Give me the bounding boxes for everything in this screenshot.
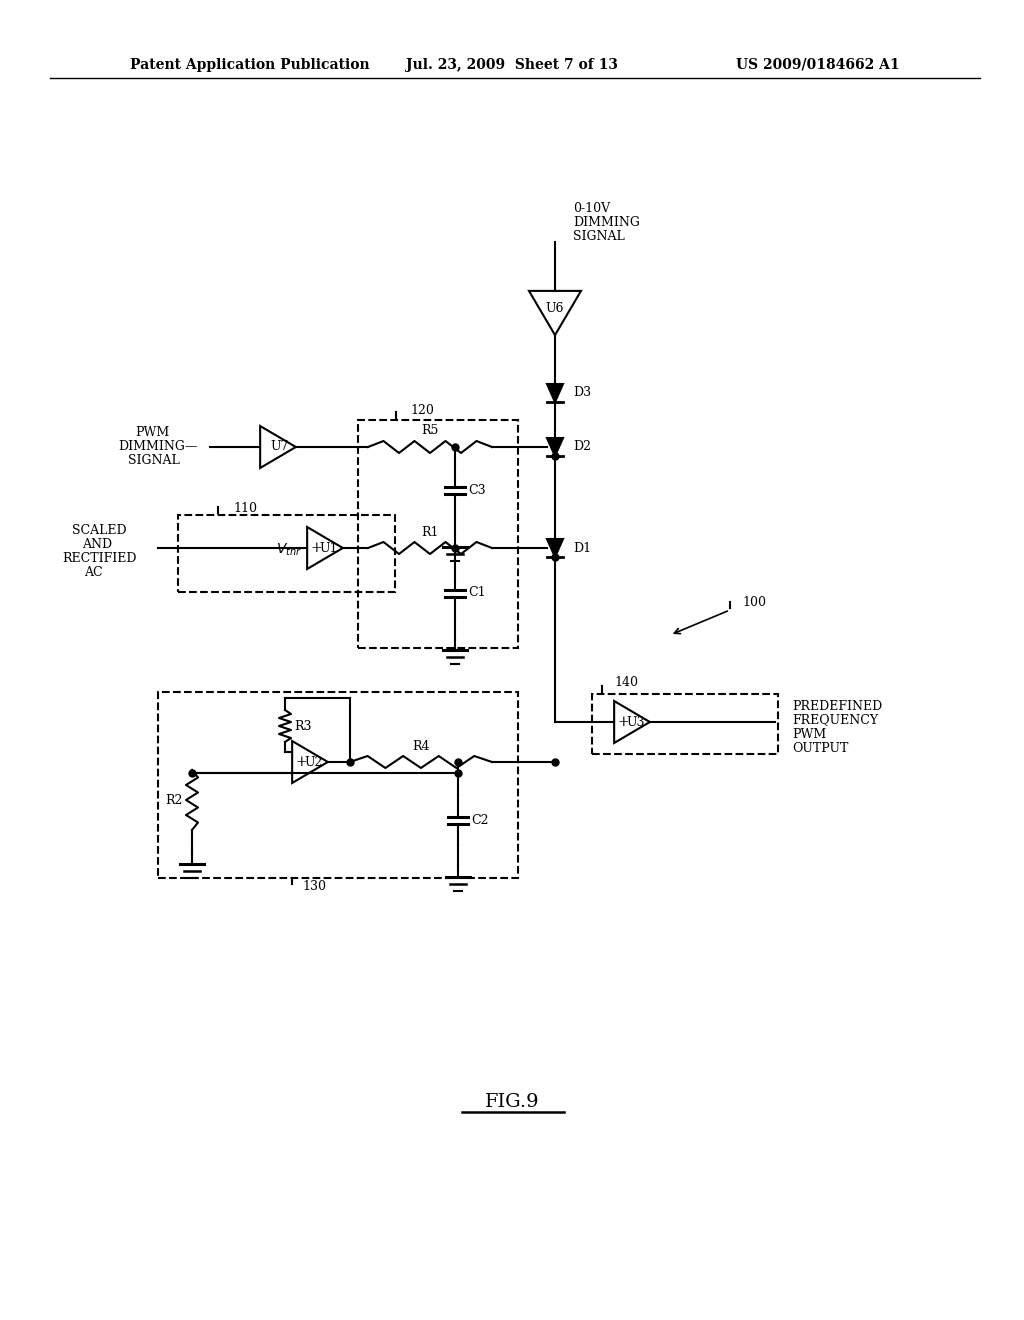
Text: C3: C3 [468,483,485,496]
Text: OUTPUT: OUTPUT [792,742,848,755]
Text: RECTIFIED: RECTIFIED [62,552,136,565]
Text: R3: R3 [294,719,311,733]
Text: U3: U3 [627,715,645,729]
Text: SIGNAL: SIGNAL [128,454,180,467]
Bar [358,420,518,648]
Polygon shape [547,384,563,403]
Text: FIG.9: FIG.9 [484,1093,540,1111]
Bar [592,694,778,754]
Text: U2: U2 [305,755,324,768]
Text: FREQUENCY: FREQUENCY [792,714,879,726]
Text: 130: 130 [302,880,326,894]
Text: SCALED: SCALED [72,524,127,536]
Text: US 2009/0184662 A1: US 2009/0184662 A1 [736,58,900,73]
Text: +: + [310,541,322,554]
Text: Jul. 23, 2009  Sheet 7 of 13: Jul. 23, 2009 Sheet 7 of 13 [406,58,618,73]
Text: DIMMING: DIMMING [573,215,640,228]
Text: AC: AC [84,565,102,578]
Text: 110: 110 [233,503,257,516]
Text: 100: 100 [742,597,766,610]
Bar [178,515,395,591]
Text: U6: U6 [546,301,564,314]
Text: DIMMING—: DIMMING— [118,441,198,454]
Text: SIGNAL: SIGNAL [573,230,625,243]
Text: PWM: PWM [135,426,169,440]
Text: D2: D2 [573,441,591,454]
Text: AND: AND [82,537,112,550]
Polygon shape [547,539,563,557]
Text: PWM: PWM [792,727,826,741]
Text: D1: D1 [573,541,591,554]
Polygon shape [547,438,563,455]
Text: 120: 120 [410,404,434,417]
Text: 0-10V: 0-10V [573,202,610,214]
Text: $V_{thr}$: $V_{thr}$ [276,541,302,558]
Text: R4: R4 [413,739,430,752]
Bar [158,692,518,878]
Text: +: + [617,715,629,729]
Text: U7: U7 [270,441,289,454]
Text: PREDEFINED: PREDEFINED [792,700,883,713]
Text: C2: C2 [471,813,488,826]
Text: D3: D3 [573,387,591,400]
Text: +: + [295,755,307,770]
Text: U1: U1 [319,541,338,554]
Text: Patent Application Publication: Patent Application Publication [130,58,370,73]
Text: R1: R1 [421,525,438,539]
Text: R2: R2 [165,793,182,807]
Text: 140: 140 [614,676,638,689]
Text: C1: C1 [468,586,485,599]
Text: R5: R5 [421,425,438,437]
